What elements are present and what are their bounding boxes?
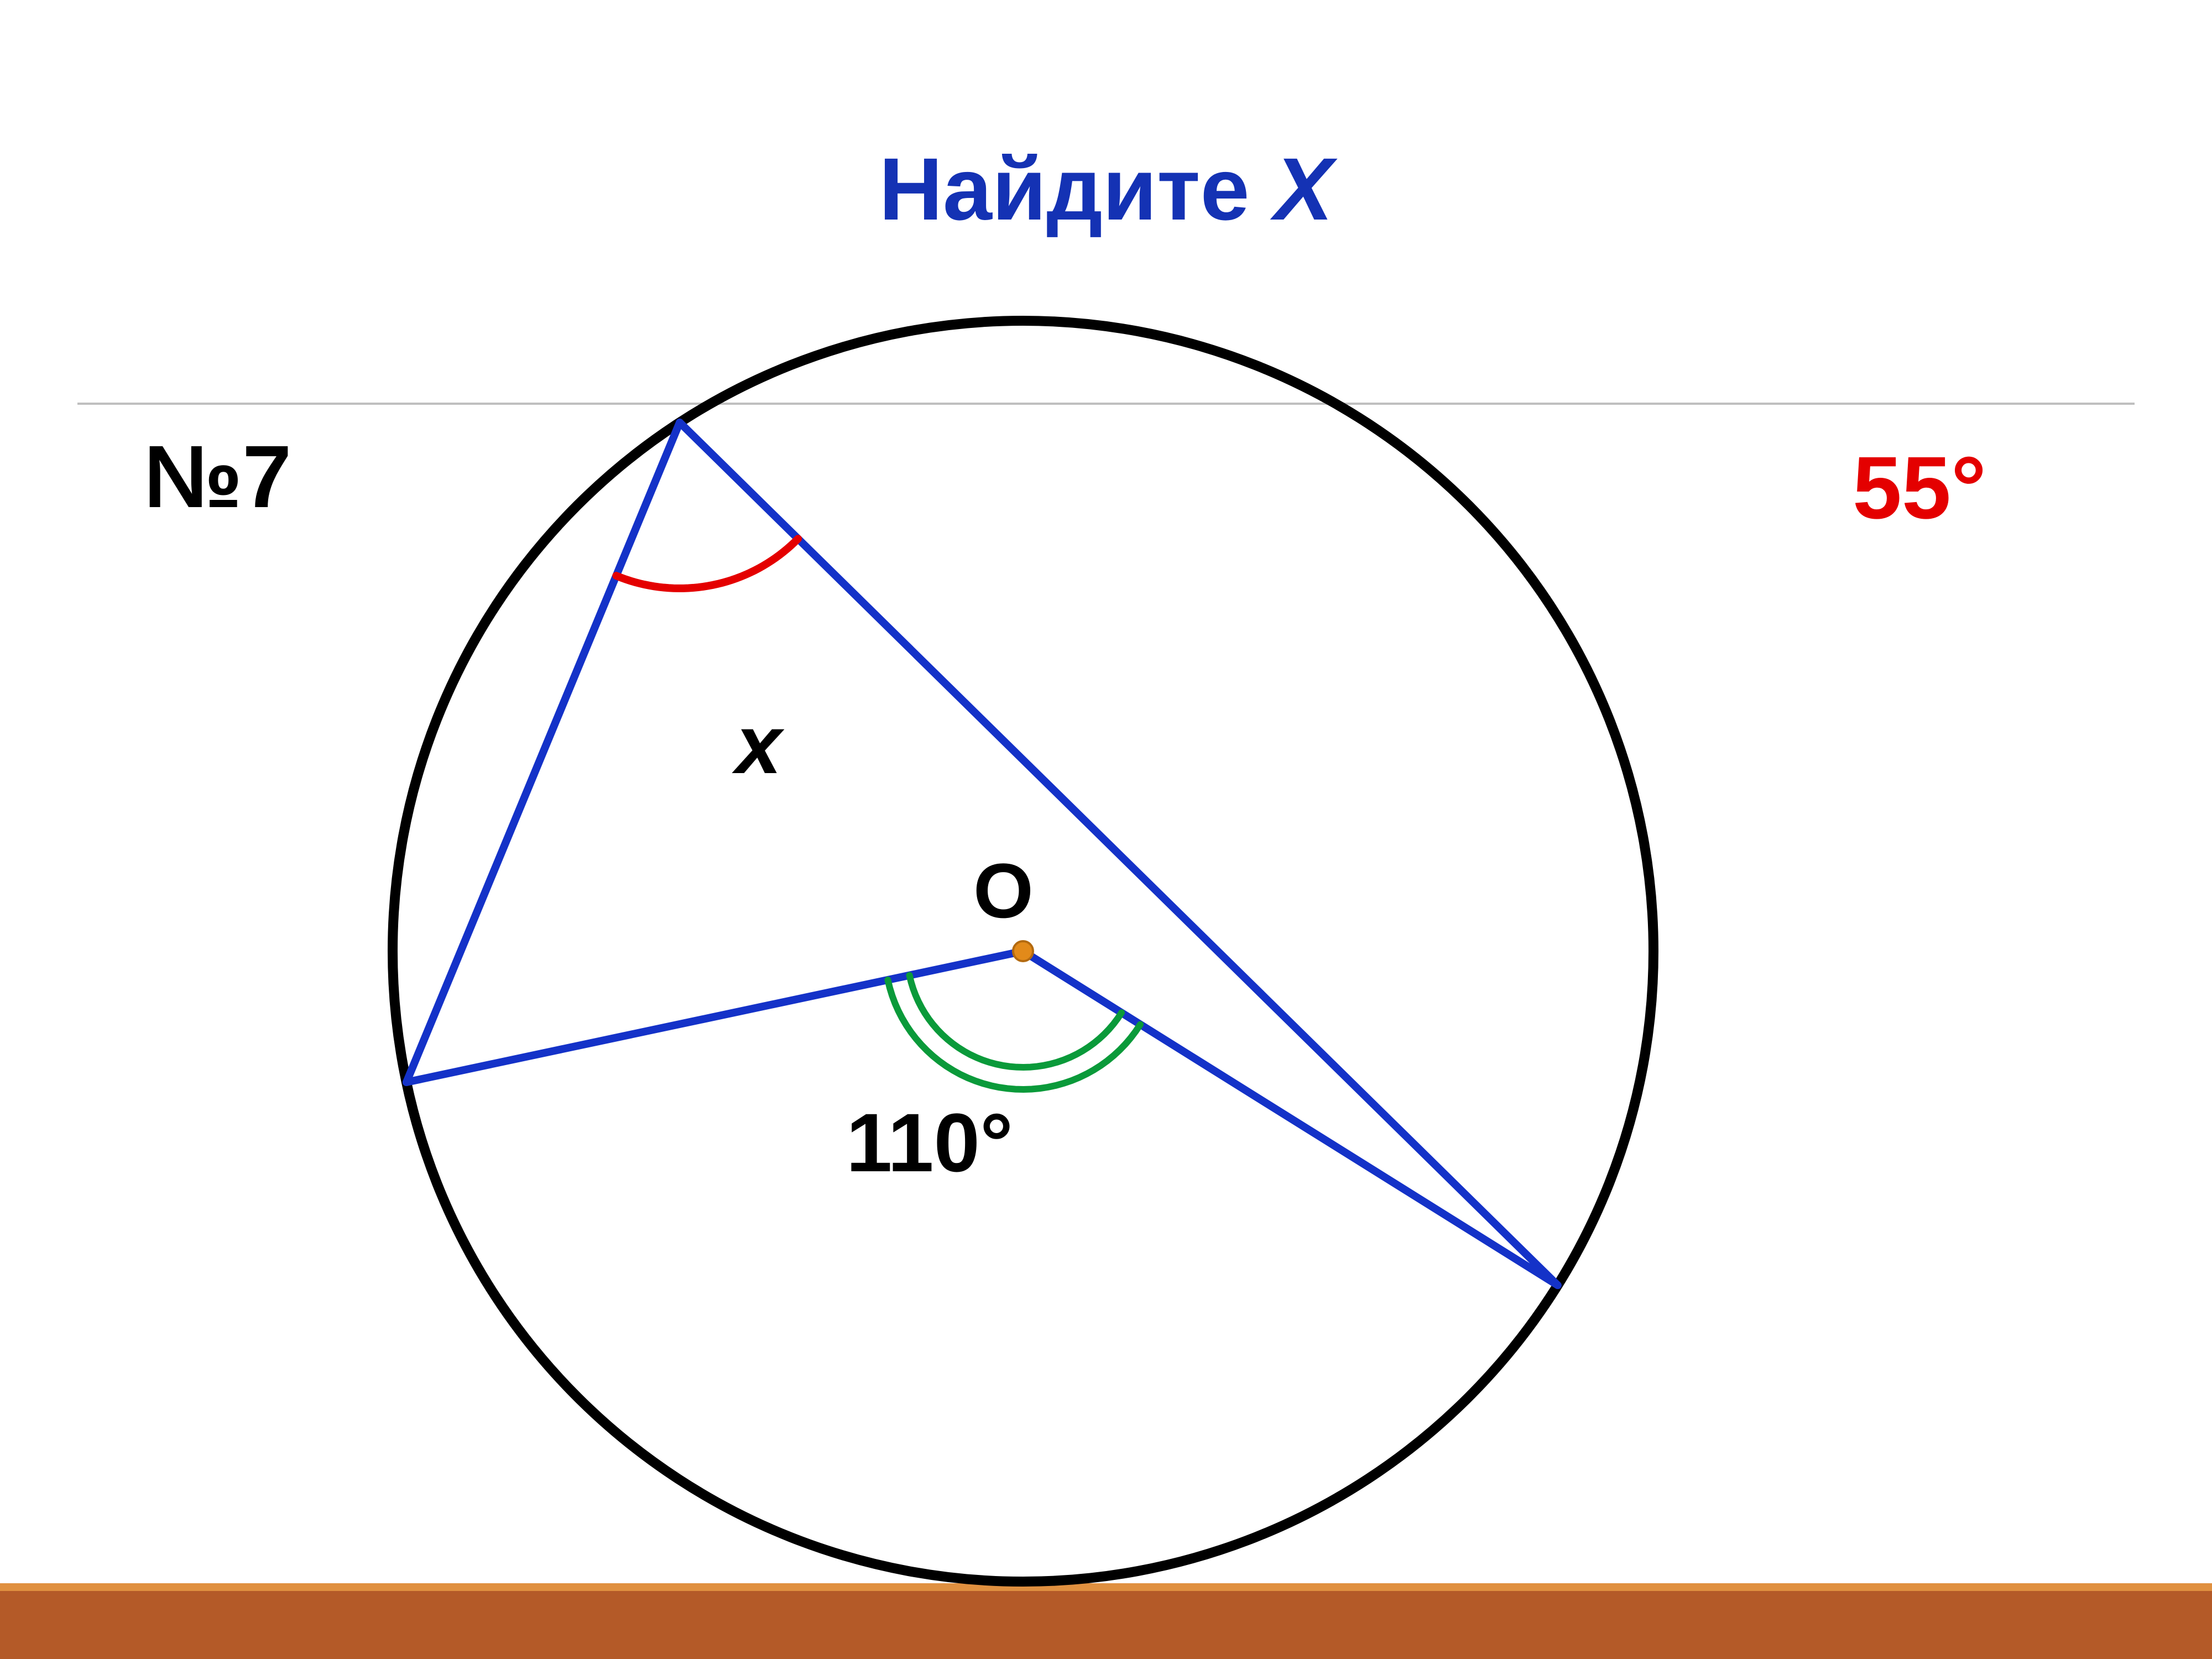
answer-value: 55° xyxy=(1853,437,1986,539)
title-variable: X xyxy=(1274,139,1333,238)
label-x: x xyxy=(735,697,781,792)
page-title: Найдите X xyxy=(0,138,2212,240)
title-word: Найдите xyxy=(879,139,1249,238)
bottom-bar xyxy=(0,1587,2212,1659)
chord-ab xyxy=(406,422,680,1082)
x-angle-arc xyxy=(616,539,798,588)
segment-oc xyxy=(1023,951,1558,1285)
label-angle-110: 110° xyxy=(846,1095,1013,1191)
label-center-O: O xyxy=(973,846,1034,936)
problem-number: №7 xyxy=(144,426,291,528)
center-dot xyxy=(1013,941,1033,961)
chord-ac xyxy=(680,422,1558,1285)
